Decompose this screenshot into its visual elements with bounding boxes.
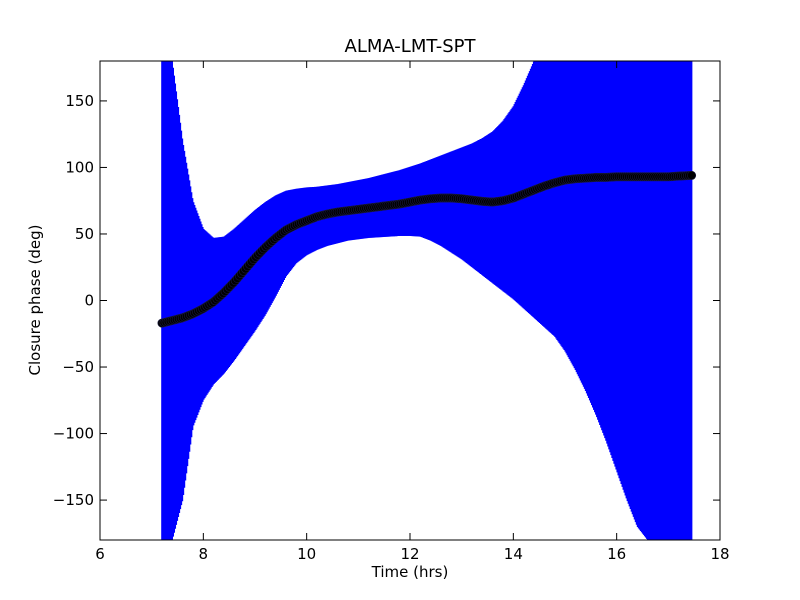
x-tick-label: 8	[199, 545, 209, 563]
x-tick-label: 16	[607, 545, 626, 563]
y-axis-ticks: −150 −100 −50 0 50 100 150	[53, 92, 720, 509]
data-points	[157, 170, 697, 328]
y-axis-label: Closure phase (deg)	[26, 225, 44, 376]
y-tick-label: −150	[53, 491, 94, 509]
data-point	[687, 170, 697, 180]
chart-title: ALMA-LMT-SPT	[345, 36, 477, 57]
x-tick-label: 6	[95, 545, 105, 563]
x-tick-label: 18	[710, 545, 729, 563]
y-tick-label: 100	[65, 158, 94, 176]
y-tick-label: −50	[62, 358, 94, 376]
y-tick-label: 150	[65, 92, 94, 110]
x-tick-label: 12	[400, 545, 419, 563]
error-bars	[161, 61, 693, 540]
y-tick-label: 0	[84, 292, 94, 310]
y-tick-label: −100	[53, 425, 94, 443]
x-axis-label: Time (hrs)	[371, 563, 449, 581]
x-tick-label: 14	[504, 545, 523, 563]
x-tick-label: 10	[297, 545, 316, 563]
x-axis-ticks: 6 8 10 12 14 16 18	[95, 61, 730, 563]
y-tick-label: 50	[75, 225, 94, 243]
